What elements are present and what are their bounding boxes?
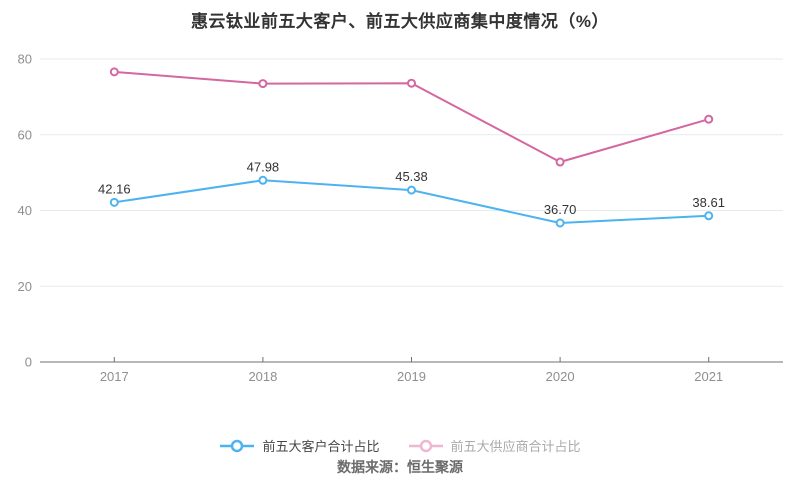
legend-marker-customers-icon xyxy=(220,439,255,452)
y-axis-tick-label: 0 xyxy=(25,355,32,370)
data-point-1-2017[interactable] xyxy=(109,67,119,77)
chart-legend: 前五大客户合计占比 前五大供应商合计占比 xyxy=(0,436,800,455)
y-axis-tick-label: 40 xyxy=(18,203,32,218)
data-point-0-2020[interactable] xyxy=(555,218,565,228)
x-axis-tick-label: 2019 xyxy=(397,369,426,384)
data-source-caption: 数据来源：恒生聚源 xyxy=(337,459,463,475)
data-point-1-2019[interactable] xyxy=(407,78,416,88)
data-point-0-2019[interactable] xyxy=(407,185,416,195)
data-point-label: 38.61 xyxy=(692,195,725,210)
legend-marker-suppliers-icon xyxy=(408,439,443,452)
data-point-label: 45.38 xyxy=(395,169,428,184)
legend-item-customers[interactable]: 前五大客户合计占比 xyxy=(219,436,380,455)
x-axis-tick-label: 2020 xyxy=(546,369,575,384)
data-point-0-2021[interactable] xyxy=(704,211,714,221)
legend-item-suppliers[interactable]: 前五大供应商合计占比 xyxy=(408,436,581,455)
x-axis-tick-label: 2017 xyxy=(100,369,129,384)
data-point-label: 47.98 xyxy=(247,159,280,174)
data-point-1-2018[interactable] xyxy=(258,79,268,89)
data-point-label: 36.70 xyxy=(544,202,577,217)
data-point-0-2017[interactable] xyxy=(109,197,119,207)
x-axis-tick-label: 2018 xyxy=(248,369,277,384)
chart-title: 惠云钛业前五大客户、前五大供应商集中度情况（%） xyxy=(190,12,610,31)
data-point-0-2018[interactable] xyxy=(258,175,268,185)
y-axis-tick-label: 60 xyxy=(18,127,32,142)
line-chart-canvas: 0 20 40 60 80 2017 2018 2019 2020 2021 42.16 47.98 4… xyxy=(18,52,783,384)
data-point-1-2020[interactable] xyxy=(555,157,565,167)
x-axis-tick-label: 2021 xyxy=(694,369,723,384)
data-point-1-2021[interactable] xyxy=(704,114,714,124)
legend-label-suppliers: 前五大供应商合计占比 xyxy=(450,439,581,454)
y-axis-tick-label: 80 xyxy=(18,52,32,67)
y-axis-tick-label: 20 xyxy=(18,279,32,294)
data-point-label: 42.16 xyxy=(98,181,131,196)
legend-label-customers: 前五大客户合计占比 xyxy=(262,439,380,454)
